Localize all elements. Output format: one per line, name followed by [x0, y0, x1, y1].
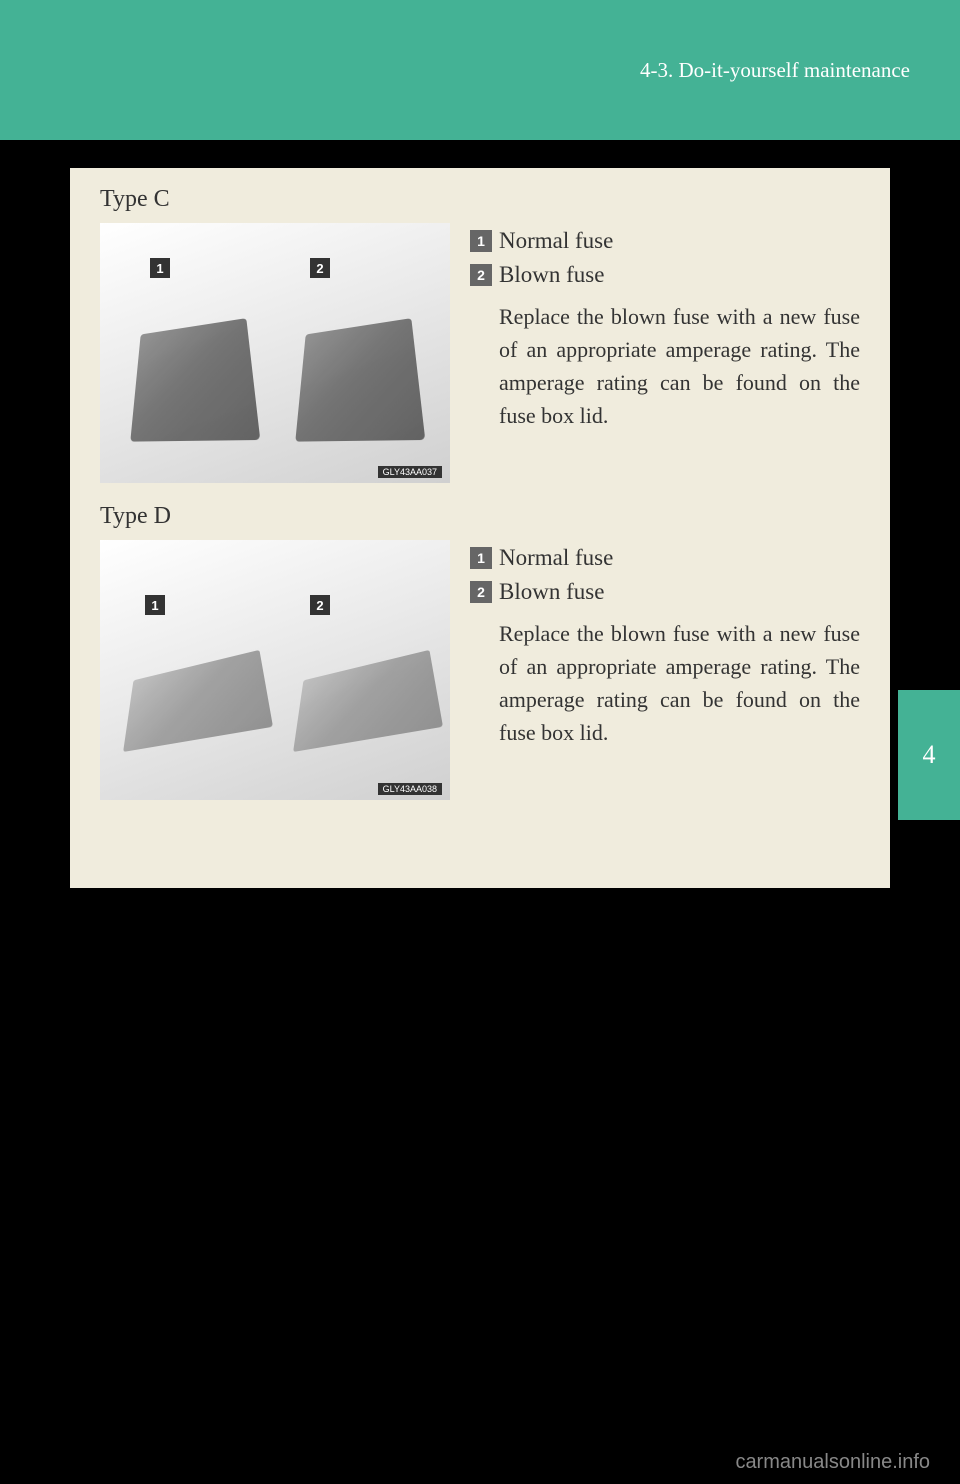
- bullet-number-icon: 2: [470, 264, 492, 286]
- bullet-label: Normal fuse: [499, 545, 613, 571]
- image-callout-1: 1: [145, 595, 165, 615]
- watermark: carmanualsonline.info: [735, 1451, 930, 1474]
- bullet-label: Blown fuse: [499, 262, 604, 288]
- fuse-image-type-c: 1 2 GLY43AA037: [100, 223, 450, 483]
- section-description: Replace the blown fuse with a new fuse o…: [499, 617, 860, 749]
- bullet-line: 2 Blown fuse: [470, 579, 860, 605]
- section-description: Replace the blown fuse with a new fuse o…: [499, 300, 860, 432]
- image-callout-2: 2: [310, 595, 330, 615]
- image-callout-1: 1: [150, 258, 170, 278]
- fuse-illustration-normal: [123, 650, 273, 752]
- bullet-label: Normal fuse: [499, 228, 613, 254]
- content-panel: Type C 1 2 GLY43AA037 1 Normal fuse 2 Bl…: [70, 168, 890, 888]
- text-content: 1 Normal fuse 2 Blown fuse Replace the b…: [470, 223, 860, 483]
- fuse-illustration-blown: [295, 318, 425, 441]
- section-type-c: Type C 1 2 GLY43AA037 1 Normal fuse 2 Bl…: [100, 186, 860, 483]
- bullet-number-icon: 1: [470, 547, 492, 569]
- bullet-number-icon: 2: [470, 581, 492, 603]
- fuse-illustration-blown: [293, 650, 443, 752]
- text-content: 1 Normal fuse 2 Blown fuse Replace the b…: [470, 540, 860, 800]
- page-header: 4-3. Do-it-yourself maintenance: [0, 0, 960, 140]
- chapter-number: 4: [923, 740, 936, 770]
- fuse-image-type-d: 1 2 GLY43AA038: [100, 540, 450, 800]
- bullet-number-icon: 1: [470, 230, 492, 252]
- chapter-tab: 4: [898, 690, 960, 820]
- fuse-illustration-normal: [130, 318, 260, 441]
- bullet-label: Blown fuse: [499, 579, 604, 605]
- image-callout-2: 2: [310, 258, 330, 278]
- section-title: Type D: [100, 503, 860, 530]
- section-body: 1 2 GLY43AA037 1 Normal fuse 2 Blown fus…: [100, 223, 860, 483]
- bullet-line: 1 Normal fuse: [470, 545, 860, 571]
- section-type-d: Type D 1 2 GLY43AA038 1 Normal fuse 2 Bl…: [100, 503, 860, 800]
- section-body: 1 2 GLY43AA038 1 Normal fuse 2 Blown fus…: [100, 540, 860, 800]
- image-code: GLY43AA038: [378, 783, 442, 795]
- bullet-line: 1 Normal fuse: [470, 228, 860, 254]
- image-code: GLY43AA037: [378, 466, 442, 478]
- bullet-line: 2 Blown fuse: [470, 262, 860, 288]
- section-title: Type C: [100, 186, 860, 213]
- section-label: 4-3. Do-it-yourself maintenance: [640, 58, 910, 83]
